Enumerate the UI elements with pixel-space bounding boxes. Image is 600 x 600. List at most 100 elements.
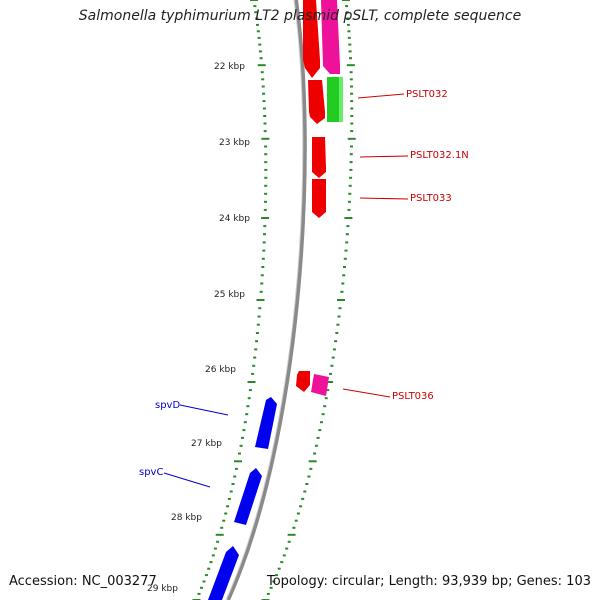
tick-mark xyxy=(215,533,224,536)
tick-mark xyxy=(349,57,352,60)
tick-mark xyxy=(261,78,265,81)
label-leaders xyxy=(342,93,409,398)
gene-block-green-edge xyxy=(339,77,343,122)
tick-mark xyxy=(272,580,276,583)
tick-mark xyxy=(262,249,266,252)
tick-mark xyxy=(343,257,347,260)
gene-arrow-red[interactable] xyxy=(308,80,325,124)
tick-mark xyxy=(256,30,260,33)
gene-arrow-blue[interactable] xyxy=(208,546,239,600)
tick-mark xyxy=(262,100,266,103)
tick-label: 23 kbp xyxy=(219,138,250,148)
tick-mark xyxy=(324,397,328,400)
gene-arrow-pink[interactable] xyxy=(321,0,340,74)
gene-arrow-red[interactable] xyxy=(296,371,310,392)
tick-mark xyxy=(257,36,261,39)
label-leaders-blue xyxy=(163,404,229,488)
gene-block-pink[interactable] xyxy=(311,374,329,396)
tick-mark xyxy=(347,36,351,39)
kbp-labels: 22 kbp 23 kbp 24 kbp 25 kbp 26 kbp 27 kb… xyxy=(147,62,250,594)
tick-mark xyxy=(292,526,296,529)
tick-mark xyxy=(303,490,307,493)
tick-mark xyxy=(233,475,237,478)
tick-mark xyxy=(246,405,250,408)
tick-label: 22 kbp xyxy=(214,62,245,72)
tick-mark xyxy=(321,413,325,416)
gene-label[interactable]: spvC xyxy=(139,467,163,478)
gene-arrow-blue[interactable] xyxy=(255,397,277,449)
tick-mark xyxy=(254,11,258,14)
tick-mark xyxy=(335,332,339,334)
tick-mark xyxy=(318,429,322,432)
gene-label[interactable]: PSLT036 xyxy=(392,391,434,402)
tick-mark xyxy=(282,554,286,557)
tick-label: 27 kbp xyxy=(191,439,222,449)
gene-arrow-blue[interactable] xyxy=(234,468,262,525)
tick-mark xyxy=(260,71,264,74)
tick-mark xyxy=(299,505,303,508)
tick-mark xyxy=(260,274,264,277)
tick-mark xyxy=(350,122,354,125)
gene-label[interactable]: PSLT032 xyxy=(406,89,448,100)
tick-mark xyxy=(345,241,349,244)
tick-mark xyxy=(263,122,267,125)
tick-mark xyxy=(336,323,340,326)
tick-mark xyxy=(346,225,350,228)
gene-arrow-red[interactable] xyxy=(312,179,326,218)
tick-mark xyxy=(343,266,346,268)
tick-mark xyxy=(261,266,265,268)
tick-mark xyxy=(350,145,353,148)
backbone-arc xyxy=(226,0,307,600)
tick-mark xyxy=(262,107,266,110)
tick-mark xyxy=(263,130,267,133)
tick-mark xyxy=(209,561,213,564)
tick-mark xyxy=(241,436,244,439)
gene-label[interactable]: PSLT033 xyxy=(410,193,452,204)
tick-mark xyxy=(224,512,228,515)
tick-mark xyxy=(338,307,342,310)
gene-arrow-red[interactable] xyxy=(303,0,320,78)
tick-mark xyxy=(313,452,317,455)
gene-arrow-red[interactable] xyxy=(312,137,326,178)
tick-mark xyxy=(337,299,345,301)
tick-mark xyxy=(213,547,217,550)
tick-mark xyxy=(334,340,338,343)
tick-mark xyxy=(350,115,354,117)
tick-mark xyxy=(307,475,311,478)
tick-mark xyxy=(204,574,208,577)
tick-mark xyxy=(258,307,262,310)
tick-mark xyxy=(234,467,238,470)
tick-mark xyxy=(342,274,346,277)
tick-mark xyxy=(255,332,259,334)
tick-mark xyxy=(320,421,323,424)
tick-mark xyxy=(207,567,211,570)
tick-mark xyxy=(348,192,352,195)
tick-mark xyxy=(341,282,345,285)
tick-mark xyxy=(254,348,258,351)
tick-mark xyxy=(259,57,263,60)
tick-mark xyxy=(346,23,350,26)
tick-mark xyxy=(248,389,252,392)
gene-label[interactable]: PSLT032.1N xyxy=(410,150,469,161)
tick-mark xyxy=(340,290,344,293)
tick-mark xyxy=(262,92,266,95)
tick-mark xyxy=(323,405,327,408)
tick-mark xyxy=(263,208,267,211)
tick-mark xyxy=(264,176,268,179)
tick-mark xyxy=(264,161,268,164)
tick-mark xyxy=(325,381,334,383)
tick-mark xyxy=(316,436,320,439)
gene-label[interactable]: spvD xyxy=(155,400,180,411)
tick-mark xyxy=(275,574,278,577)
tick-label: 25 kbp xyxy=(214,290,245,300)
tick-mark xyxy=(261,217,270,219)
tick-mark xyxy=(344,249,348,252)
tick-mark xyxy=(253,5,257,8)
tick-mark xyxy=(256,23,259,26)
tick-mark xyxy=(349,153,353,156)
gene-features-red xyxy=(296,0,343,396)
tick-mark xyxy=(226,505,230,508)
gene-features-blue xyxy=(208,397,277,600)
tick-mark xyxy=(342,0,350,1)
